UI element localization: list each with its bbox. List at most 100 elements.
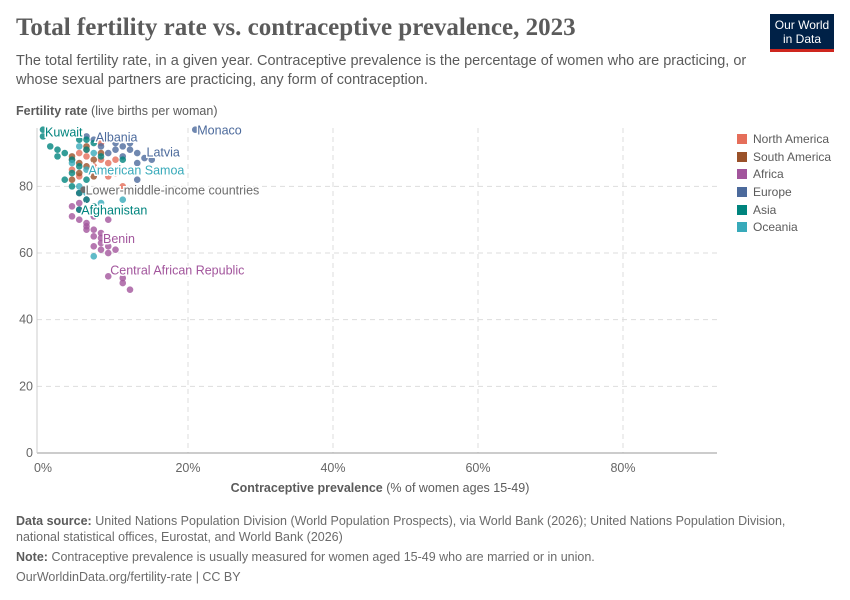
data-point-europe xyxy=(141,154,148,162)
legend-item[interactable]: Oceania xyxy=(737,218,831,236)
legend-item[interactable]: South America xyxy=(737,148,831,166)
data-point-europe xyxy=(133,176,141,183)
data-point-north-america xyxy=(90,163,98,170)
owid-logo[interactable]: Our World in Data xyxy=(770,14,834,52)
data-point-asia xyxy=(83,136,90,143)
chart-subtitle: The total fertility rate, in a given yea… xyxy=(16,53,747,88)
point-label: American Samoa xyxy=(89,164,185,178)
data-point-north-america xyxy=(104,173,112,180)
data-point-asia xyxy=(75,163,83,170)
data-point-north-america xyxy=(112,156,119,163)
data-point-africa xyxy=(90,243,98,250)
data-point-asia xyxy=(83,196,90,203)
point-label: Monaco xyxy=(197,124,242,138)
data-point-africa xyxy=(104,249,112,257)
data-point-asia xyxy=(83,176,90,183)
legend-item[interactable]: Asia xyxy=(737,201,831,219)
legend-label: North America xyxy=(753,131,830,146)
data-point-europe xyxy=(126,139,134,147)
data-point-asia xyxy=(61,176,69,183)
legend-item[interactable]: Africa xyxy=(737,165,831,183)
data-point-africa xyxy=(90,226,98,233)
point-label: Lower-middle-income countries xyxy=(86,184,260,198)
x-tick-label: 60% xyxy=(465,461,490,475)
data-point-asia xyxy=(119,156,127,163)
data-point-north-america xyxy=(75,149,83,157)
data-point-asia xyxy=(68,183,76,190)
point-label: Latvia xyxy=(147,145,180,159)
y-tick-label: 40 xyxy=(19,313,33,327)
data-point-europe xyxy=(148,156,156,163)
point-label: Albania xyxy=(96,130,138,144)
x-tick-label: 40% xyxy=(320,461,345,475)
legend-swatch xyxy=(737,133,747,144)
data-point-asia xyxy=(90,203,98,210)
data-point-africa xyxy=(104,273,112,280)
data-point-oceania xyxy=(75,143,83,150)
legend-label: Africa xyxy=(753,167,784,182)
legend-label: Oceania xyxy=(753,220,798,235)
data-point-africa xyxy=(83,226,90,233)
data-point-oceania xyxy=(61,129,69,137)
data-point-north-america xyxy=(119,183,127,190)
point-label: Kuwait xyxy=(45,125,83,139)
data-point-africa xyxy=(68,213,76,220)
data-point-europe xyxy=(133,149,141,157)
data-point-oceania xyxy=(97,199,105,207)
data-point-asia xyxy=(90,139,98,147)
note-label: Note: xyxy=(16,550,48,564)
data-point-europe xyxy=(126,146,134,153)
data-point-africa xyxy=(97,229,105,237)
data-point-south-america xyxy=(75,169,83,177)
data-point-africa xyxy=(119,279,127,287)
data-point-asia xyxy=(54,153,61,160)
y-tick-label: 20 xyxy=(19,379,33,393)
source-label: Data source: xyxy=(16,514,92,528)
data-point-asia xyxy=(39,133,47,140)
legend-swatch xyxy=(737,204,747,215)
y-tick-label: 60 xyxy=(19,246,33,260)
data-point-africa xyxy=(112,246,119,253)
point-label: Afghanistan xyxy=(81,204,147,218)
legend-swatch xyxy=(737,151,747,162)
data-point-asia xyxy=(68,169,76,177)
legend: North America South America Africa Europe As… xyxy=(737,130,831,236)
y-tick-label: 0 xyxy=(26,446,33,460)
data-point-oceania xyxy=(119,196,127,203)
source-url[interactable]: OurWorldinData.org/fertility-rate | CC B… xyxy=(16,570,241,584)
legend-swatch xyxy=(737,222,747,233)
legend-item[interactable]: Europe xyxy=(737,183,831,201)
legend-swatch xyxy=(737,186,747,197)
y-axis-label: Fertility rate (live births per woman) xyxy=(16,104,217,118)
data-point-oceania xyxy=(90,149,98,157)
x-tick-label: 80% xyxy=(610,461,635,475)
data-point-north-america xyxy=(83,153,90,160)
data-point-north-america xyxy=(104,159,112,167)
data-point-africa xyxy=(119,274,127,282)
legend-swatch xyxy=(737,169,747,180)
y-tick-label: 80 xyxy=(19,179,33,193)
data-point-south-america xyxy=(68,176,76,183)
data-point-africa xyxy=(126,286,134,293)
x-axis-label: Contraceptive prevalence (% of women age… xyxy=(0,481,760,495)
note-text: Contraceptive prevalence is usually meas… xyxy=(51,550,595,564)
data-point-south-america xyxy=(90,156,98,163)
y-axis-label-unit: (live births per woman) xyxy=(91,104,218,118)
data-point-north-america xyxy=(112,169,119,177)
legend-item[interactable]: North America xyxy=(737,130,831,148)
legend-label: South America xyxy=(753,149,832,164)
data-point-south-america xyxy=(90,173,98,180)
data-point-europe xyxy=(104,133,112,140)
data-point-africa xyxy=(75,199,83,207)
source-text: United Nations Population Division (Worl… xyxy=(16,514,786,544)
data-point-asia xyxy=(68,128,76,135)
data-point-lower-middle-income xyxy=(80,186,87,193)
data-point-oceania xyxy=(83,166,90,173)
data-point-europe xyxy=(97,143,105,150)
data-point-africa xyxy=(68,203,76,210)
data-point-africa xyxy=(97,239,105,247)
data-point-asia xyxy=(83,146,90,153)
y-axis-label-bold: Fertility rate xyxy=(16,104,88,118)
